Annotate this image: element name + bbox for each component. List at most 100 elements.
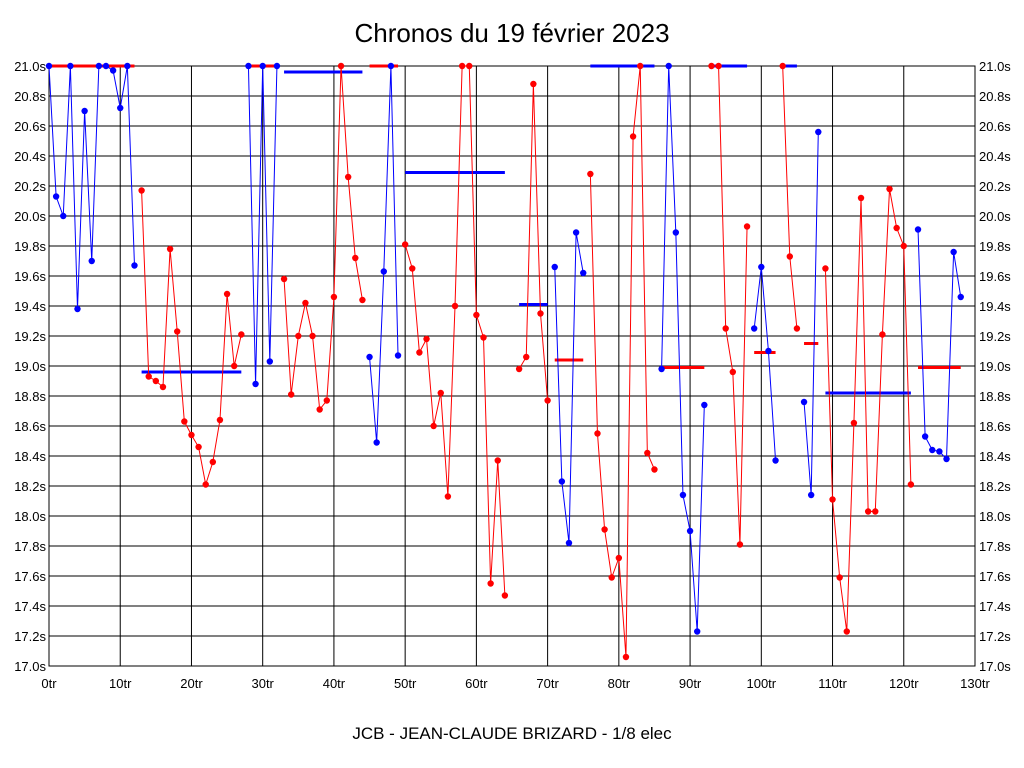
data-point xyxy=(950,248,957,256)
data-point xyxy=(102,62,110,70)
data-point xyxy=(259,62,266,70)
y-tick-label-right: 18.4s xyxy=(979,449,1011,464)
data-point xyxy=(245,62,252,70)
data-point xyxy=(394,352,402,359)
data-point xyxy=(195,443,202,451)
y-tick-label-right: 19.6s xyxy=(979,269,1011,284)
data-point xyxy=(722,325,729,332)
data-point xyxy=(572,229,580,236)
y-tick-label-left: 20.4s xyxy=(14,149,46,164)
y-tick-label-left: 19.6s xyxy=(14,269,46,284)
y-tick-label-left: 17.4s xyxy=(14,599,46,614)
y-tick-label-right: 17.6s xyxy=(979,569,1011,584)
data-point xyxy=(74,305,81,313)
x-tick-label: 80tr xyxy=(608,676,631,691)
x-tick-label: 90tr xyxy=(679,676,702,691)
y-tick-label-left: 18.0s xyxy=(14,509,46,524)
data-point xyxy=(580,269,587,277)
data-point xyxy=(344,173,352,181)
y-tick-label-left: 20.8s xyxy=(14,89,46,104)
data-point xyxy=(772,457,779,464)
data-point xyxy=(323,397,330,404)
y-tick-label-right: 17.0s xyxy=(979,659,1011,674)
data-point xyxy=(907,481,915,488)
data-point xyxy=(822,265,829,272)
data-point xyxy=(231,362,238,370)
data-point xyxy=(295,332,302,340)
data-point xyxy=(188,431,195,439)
series-line xyxy=(753,266,777,461)
data-point xyxy=(152,377,160,385)
data-point xyxy=(466,62,473,70)
x-tick-label: 70tr xyxy=(536,676,559,691)
x-tick-label: 120tr xyxy=(889,676,919,691)
data-point xyxy=(708,62,715,70)
data-point xyxy=(622,653,630,661)
data-point xyxy=(501,592,509,599)
y-tick-label-left: 19.2s xyxy=(14,329,46,344)
data-point xyxy=(337,62,345,70)
data-point xyxy=(929,446,936,454)
data-point xyxy=(857,194,865,202)
data-point xyxy=(387,62,395,70)
data-point xyxy=(117,104,124,112)
data-point xyxy=(352,254,359,262)
data-point xyxy=(893,224,900,232)
y-tick-label-left: 20.0s xyxy=(14,209,46,224)
data-point xyxy=(437,389,444,397)
data-point xyxy=(330,293,338,301)
data-point xyxy=(266,358,274,365)
data-point xyxy=(537,310,544,317)
data-point xyxy=(807,491,815,499)
data-point xyxy=(665,62,672,70)
plot-frame xyxy=(48,65,976,667)
data-point xyxy=(800,398,808,406)
data-point xyxy=(864,508,872,515)
data-point xyxy=(879,331,886,338)
y-tick-label-right: 19.2s xyxy=(979,329,1011,344)
data-point xyxy=(765,347,772,355)
data-point xyxy=(252,380,259,388)
data-point xyxy=(480,334,487,341)
data-point xyxy=(914,226,922,233)
y-tick-label-left: 18.6s xyxy=(14,419,46,434)
y-tick-label-left: 19.8s xyxy=(14,239,46,254)
y-tick-label-right: 17.2s xyxy=(979,629,1011,644)
data-point xyxy=(651,466,658,473)
data-point xyxy=(729,368,737,376)
data-point xyxy=(644,449,651,457)
y-tick-label-right: 18.8s xyxy=(979,389,1011,404)
data-point xyxy=(458,62,466,70)
data-point xyxy=(943,455,950,463)
data-point xyxy=(565,539,573,547)
x-tick-label: 10tr xyxy=(109,676,132,691)
y-tick-label-left: 21.0s xyxy=(14,59,46,74)
y-tick-label-right: 20.2s xyxy=(979,179,1011,194)
data-point xyxy=(658,365,665,373)
data-point xyxy=(815,128,822,136)
data-point xyxy=(715,62,722,70)
data-point xyxy=(95,62,103,70)
x-tick-label: 20tr xyxy=(180,676,203,691)
y-tick-label-right: 19.4s xyxy=(979,299,1011,314)
data-point xyxy=(530,80,537,88)
data-point xyxy=(494,457,501,464)
data-point xyxy=(202,481,209,488)
data-point xyxy=(223,290,231,298)
x-tick-label: 100tr xyxy=(746,676,776,691)
data-point xyxy=(423,335,430,343)
data-point xyxy=(750,325,758,332)
chart-footer: JCB - JEAN-CLAUDE BRIZARD - 1/8 elec xyxy=(352,724,672,743)
data-point xyxy=(515,365,523,373)
data-point xyxy=(779,62,786,70)
data-point xyxy=(366,353,373,361)
data-point xyxy=(302,299,309,307)
y-tick-label-left: 20.2s xyxy=(14,179,46,194)
data-point xyxy=(88,257,95,265)
y-tick-label-left: 18.8s xyxy=(14,389,46,404)
data-point xyxy=(124,62,131,70)
data-point xyxy=(181,418,188,425)
data-point xyxy=(373,439,380,446)
data-point xyxy=(473,311,480,319)
